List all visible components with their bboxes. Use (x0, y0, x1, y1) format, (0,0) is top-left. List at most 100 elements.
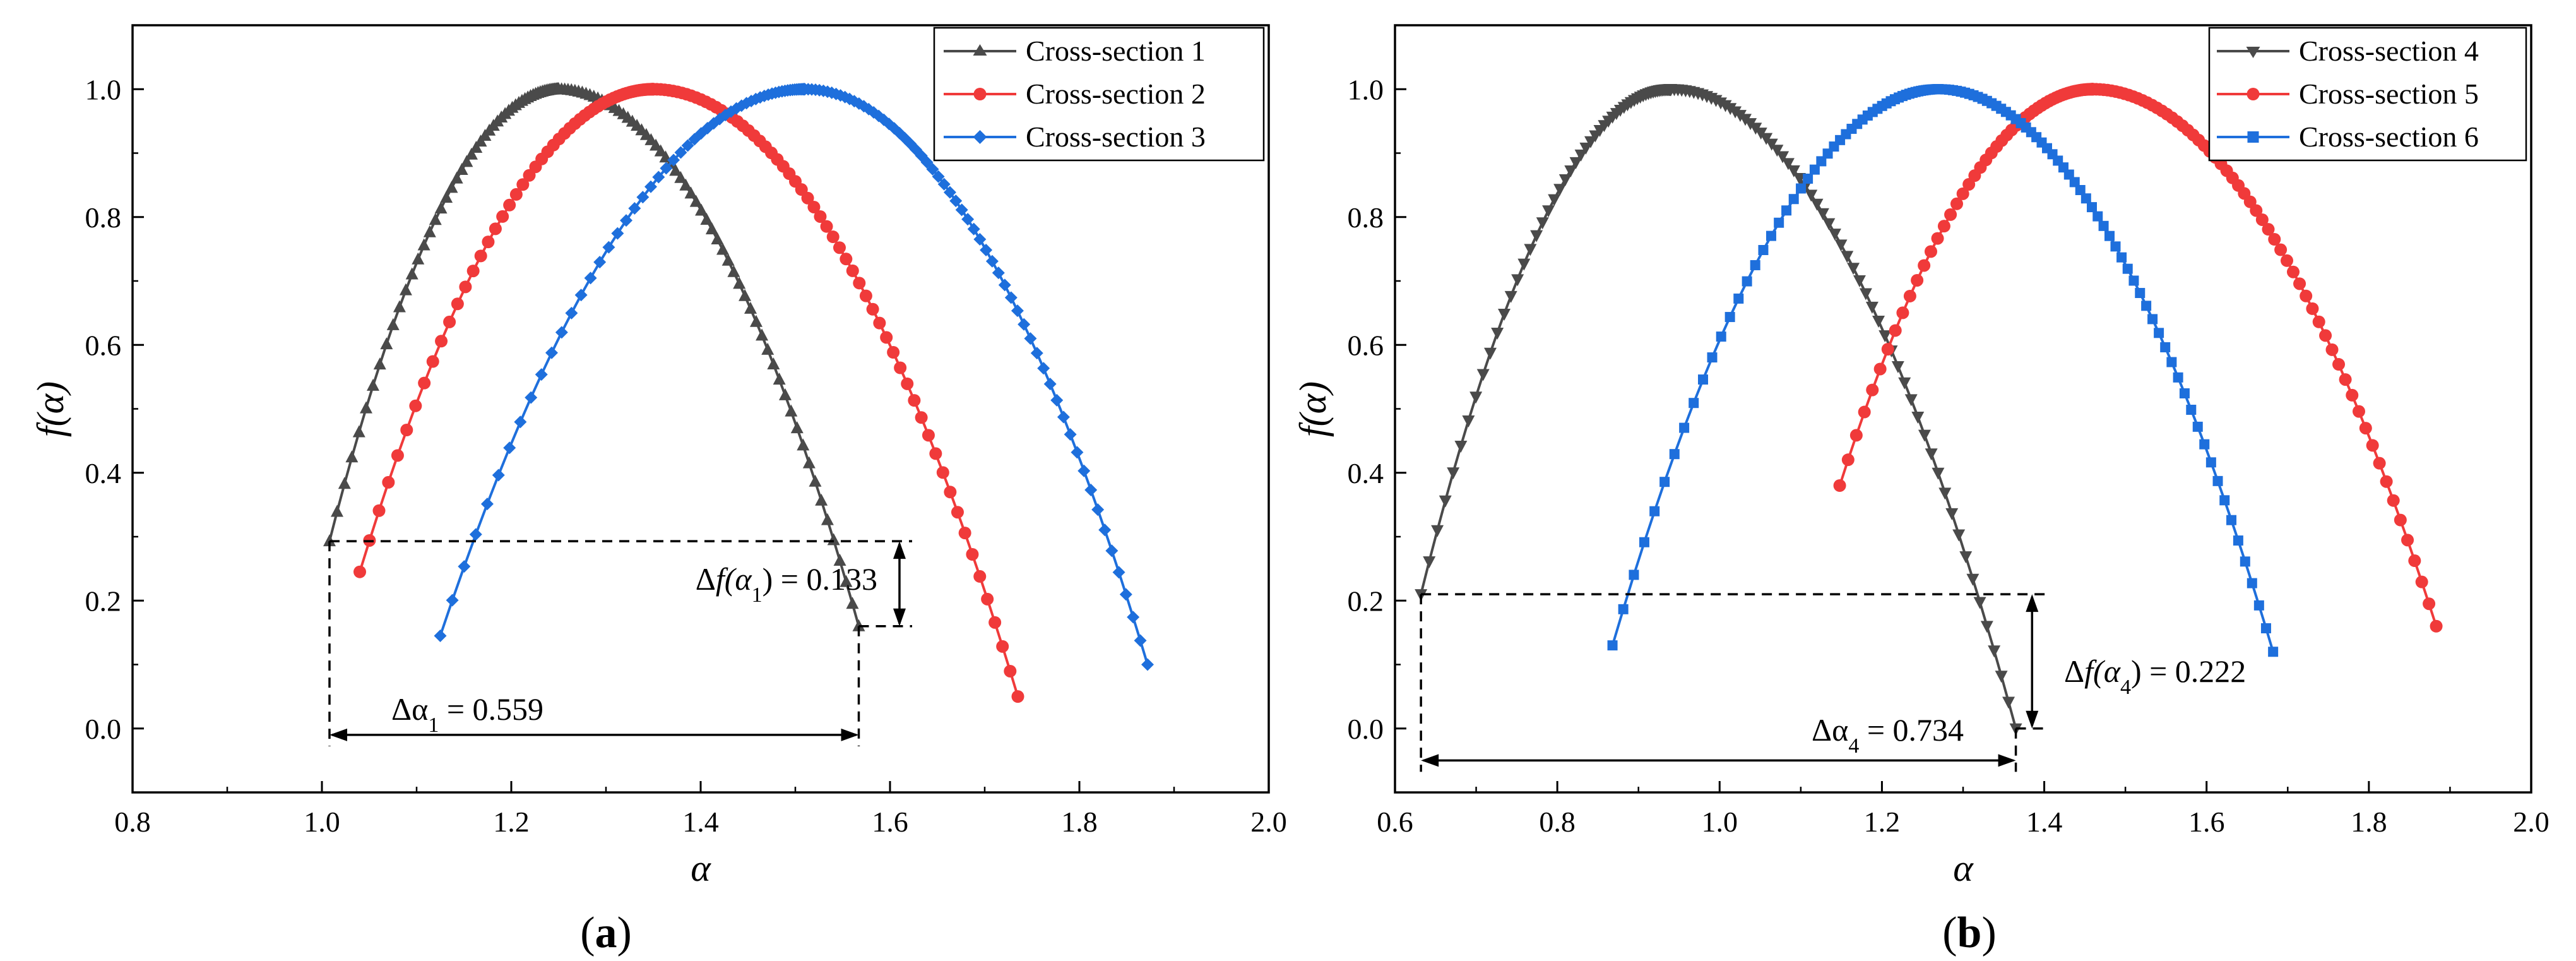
data-point (2110, 241, 2121, 252)
data-point (1011, 690, 1024, 703)
data-point (674, 170, 687, 183)
data-point (756, 328, 769, 341)
data-point (1896, 306, 1909, 319)
data-point (1733, 293, 1744, 304)
data-point (435, 335, 448, 348)
x-tick-label: 2.0 (1250, 806, 1287, 838)
arrow-head-left-icon (329, 728, 347, 741)
data-point (455, 163, 468, 176)
x-tick-label: 0.8 (1539, 806, 1576, 838)
data-point (1498, 309, 1511, 321)
data-point (1904, 394, 1918, 407)
data-point (503, 198, 516, 212)
data-point (1774, 217, 1784, 228)
data-point (936, 466, 949, 479)
data-point (426, 355, 439, 368)
data-point (1945, 508, 1959, 520)
data-point (773, 373, 786, 385)
data-point (2154, 328, 2164, 338)
data-point (1659, 477, 1670, 487)
data-point (1050, 393, 1064, 407)
arrow-head-up-icon (893, 541, 906, 559)
data-point (1841, 453, 1855, 467)
panel-b-legend-label-2: Cross-section 5 (2299, 78, 2479, 110)
data-point (509, 188, 523, 201)
data-point (802, 456, 816, 469)
data-point (1881, 343, 1894, 356)
data-point (1724, 103, 1737, 116)
data-point (1724, 312, 1735, 323)
data-point (2253, 600, 2264, 611)
data-point (820, 220, 833, 233)
series-cross-section-2 (353, 83, 1024, 703)
x-tick-label: 1.4 (682, 806, 719, 838)
data-point (2423, 597, 2436, 611)
data-point (1966, 573, 1979, 586)
data-point (1037, 362, 1050, 375)
data-point (1865, 301, 1879, 314)
data-point (1639, 537, 1649, 547)
data-point (445, 181, 458, 193)
data-point (1679, 422, 1690, 433)
data-point (2366, 439, 2379, 452)
series-cross-section-3 (434, 83, 1154, 671)
data-point (2373, 457, 2386, 470)
data-point (2268, 233, 2281, 246)
data-point (2281, 254, 2294, 267)
data-point (721, 253, 735, 266)
data-point (352, 425, 365, 438)
data-point (644, 180, 658, 193)
panel-a-legend-label-1: Cross-section 1 (1026, 35, 1206, 67)
data-point (887, 346, 900, 359)
data-point (1141, 658, 1154, 671)
data-point (2086, 202, 2097, 213)
data-point (961, 213, 975, 226)
data-point (840, 575, 853, 587)
arrow-head-down-icon (893, 608, 906, 626)
data-point (1629, 570, 1639, 580)
data-point (761, 342, 775, 355)
data-point (951, 506, 964, 519)
data-point (545, 346, 558, 359)
panel-b-legend-item-1: Cross-section 4 (2217, 35, 2479, 67)
data-point (1004, 291, 1018, 304)
triangle-down-marker-icon (2246, 47, 2260, 58)
data-point (417, 238, 430, 251)
data-point (482, 236, 495, 249)
data-point (669, 164, 682, 176)
data-point (1853, 275, 1866, 287)
data-point (2199, 439, 2210, 450)
data-point (535, 368, 548, 381)
data-point (1043, 378, 1057, 391)
data-point (1536, 217, 1549, 230)
data-point (1891, 361, 1904, 373)
y-tick-label: 0.2 (1348, 585, 1384, 617)
series-line (1838, 88, 2438, 627)
y-tick-label: 0.6 (85, 329, 122, 361)
data-point (2387, 494, 2400, 507)
data-point (423, 225, 436, 237)
data-point (2173, 372, 2183, 383)
data-point (1579, 142, 1593, 155)
data-point (2286, 265, 2300, 278)
data-point (2332, 358, 2346, 371)
data-point (366, 378, 379, 391)
panel-a-legend: Cross-section 1 Cross-section 2 Cross-se… (933, 27, 1265, 162)
data-point (1750, 260, 1760, 270)
data-point (733, 277, 746, 289)
data-point (943, 186, 956, 199)
data-point (2080, 193, 2091, 204)
data-point (1834, 239, 1848, 252)
data-point (2128, 275, 2139, 286)
panel-a-y-axis-title: f(α) (30, 381, 71, 437)
data-point (955, 203, 968, 217)
data-point (807, 200, 821, 213)
panel-a-legend-item-2: Cross-section 2 (944, 78, 1206, 110)
data-point (1018, 318, 1031, 331)
data-point (466, 265, 480, 278)
data-point (981, 592, 994, 606)
data-point (1833, 479, 1846, 492)
data-point (1771, 145, 1784, 157)
data-point (2312, 315, 2325, 328)
